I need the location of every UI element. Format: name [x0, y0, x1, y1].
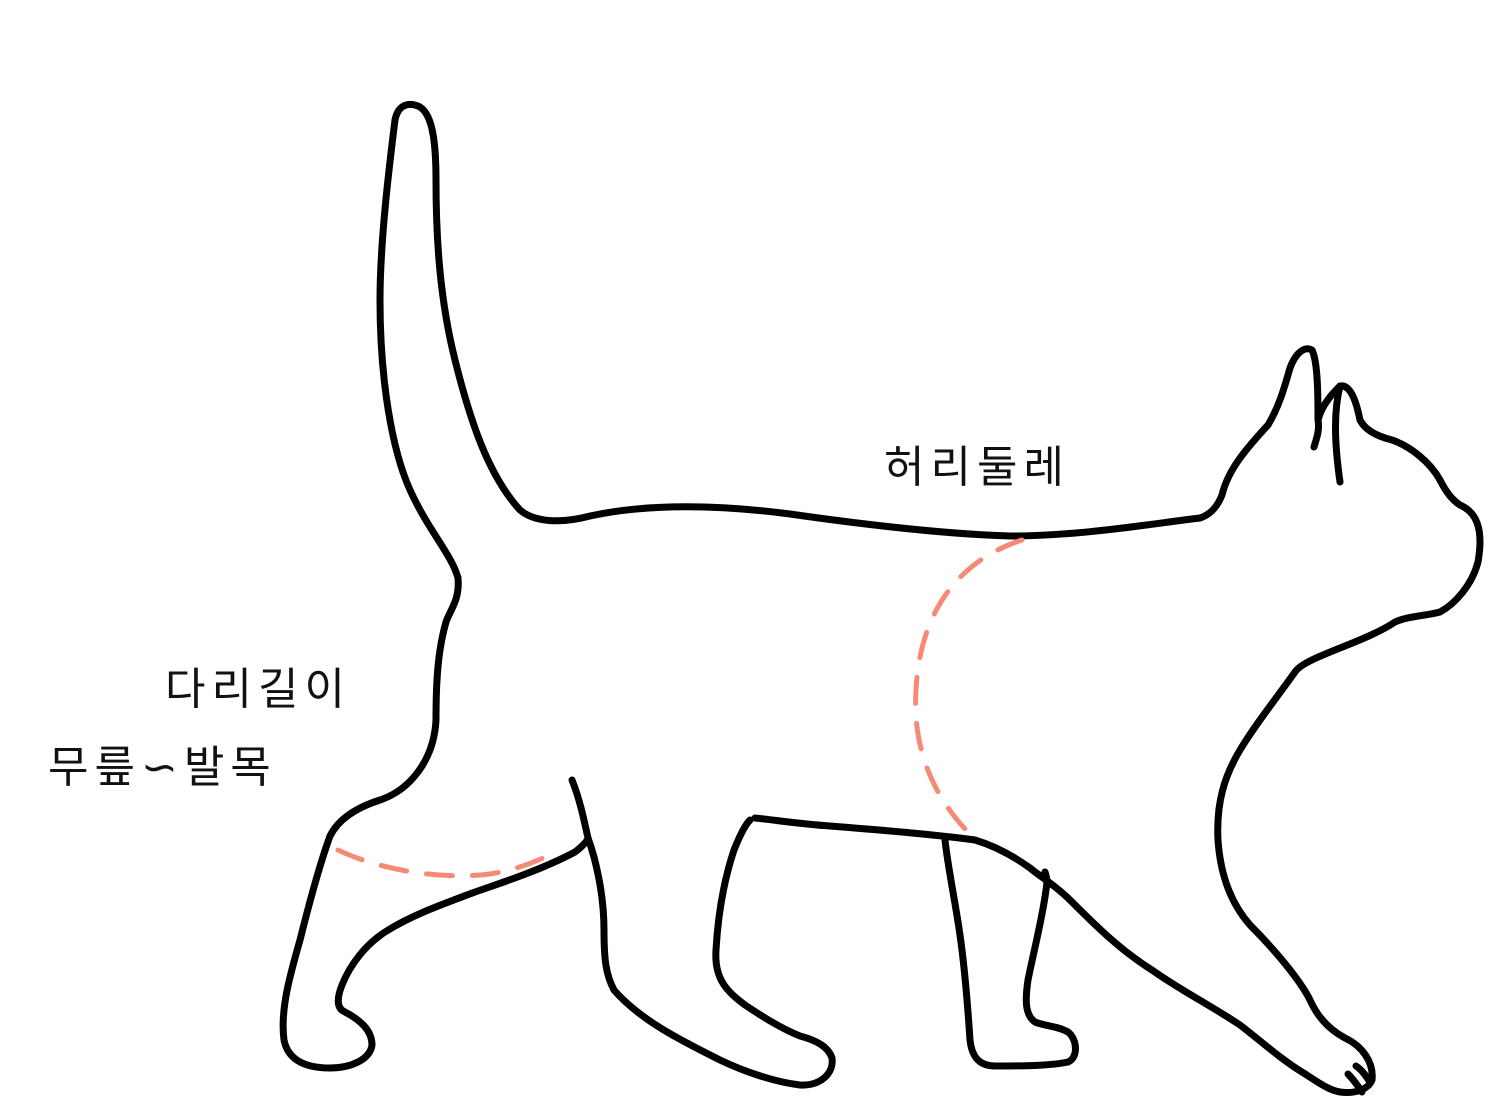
ear-inner-line-1 — [1310, 416, 1322, 451]
ear-inner-line-2 — [1332, 382, 1344, 486]
measurement-lines — [335, 537, 1025, 879]
leg-length-label: 다리길이 — [165, 664, 351, 715]
waist-label: 허리둘레 — [884, 442, 1070, 493]
rear-leg-front-outline — [568, 776, 836, 1089]
cat-belly-outline — [751, 814, 979, 844]
paw-toe-line-2 — [1352, 1062, 1374, 1086]
cat-outline — [279, 100, 1484, 1096]
rear-leg-back-outline — [279, 574, 592, 1072]
paw-toe-line-1 — [1344, 1070, 1366, 1096]
waist-measure-line — [913, 537, 1025, 839]
cat-tail-back-outline — [376, 100, 1484, 1096]
leg-range-label: 무릎∽발목 — [48, 742, 277, 793]
front-leg-back-outline — [941, 836, 1079, 1070]
leg-measure-line — [335, 847, 555, 879]
